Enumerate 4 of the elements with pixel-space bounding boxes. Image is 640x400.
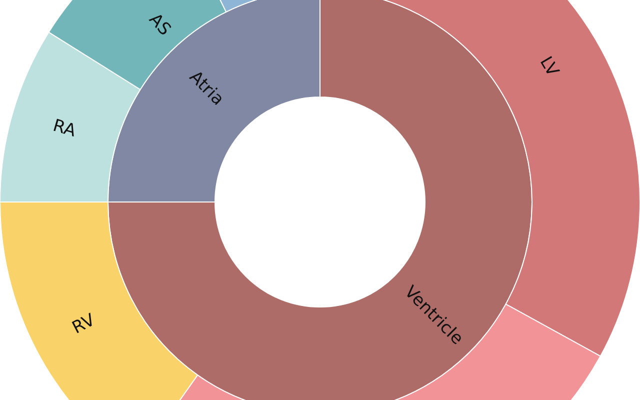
- slice-label: AS: [144, 10, 175, 40]
- slice-label: LV: [535, 53, 563, 80]
- slice-label: RV: [69, 310, 99, 338]
- slice-label: RA: [50, 116, 78, 142]
